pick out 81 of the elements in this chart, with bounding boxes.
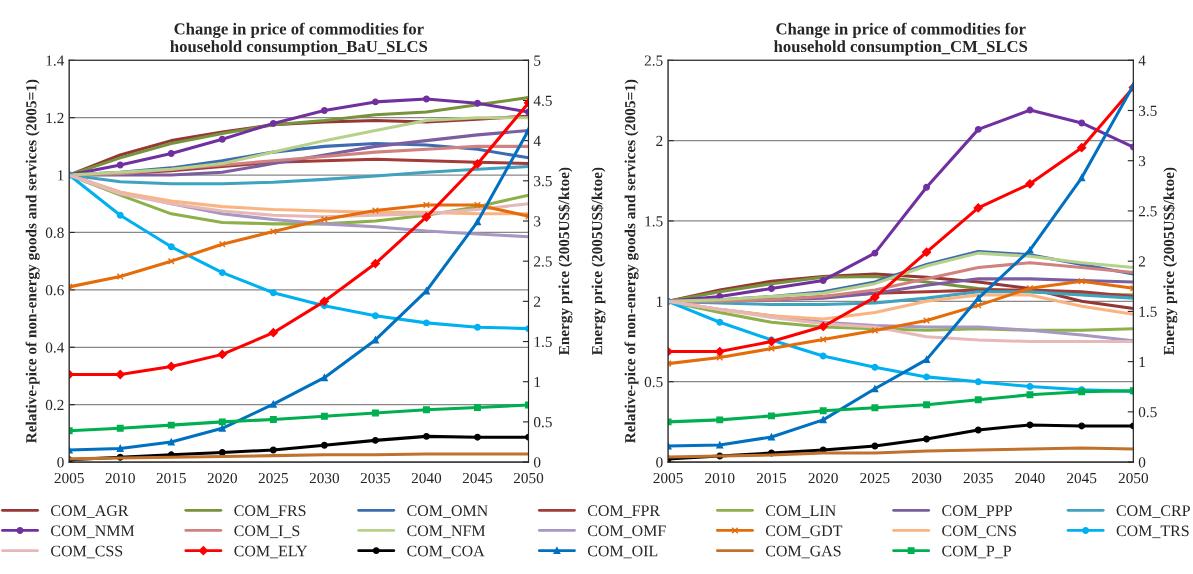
x-tick-label: 2015 (156, 472, 186, 484)
x-tick-label: 2030 (309, 472, 340, 484)
y2-tick-label: 2 (534, 296, 541, 307)
x-tick-label: 2035 (360, 472, 391, 484)
y-tick-label: 0.2 (45, 399, 64, 411)
x-tick-label: 2050 (513, 472, 544, 484)
y-tick-label: 1 (58, 170, 64, 181)
legend-label: COM_FRS (234, 505, 306, 518)
x-tick-label: 2025 (258, 472, 289, 484)
x-tick-label: 2045 (462, 472, 493, 484)
y2-tick-label: 3.5 (534, 175, 552, 187)
legend-label: COM_TRS (1116, 525, 1189, 539)
y2-tick-label: 3 (534, 216, 541, 227)
y2-tick-label: 2 (1138, 256, 1146, 267)
y-tick-label: 0.4 (45, 342, 65, 353)
x-tick-label: 2035 (963, 472, 993, 484)
y2-tick-label: 1.5 (1139, 306, 1157, 317)
y2-tick-label: 4.5 (533, 95, 552, 106)
legend-label: COM_OMF (587, 525, 666, 539)
legend-label: COM_I_S (234, 525, 300, 539)
y-tick-label: 0 (57, 457, 64, 468)
y-tick-label: 1.5 (645, 216, 663, 227)
legend-label: COM_ELY (234, 545, 308, 559)
legend-label: COM_CSS (51, 545, 123, 559)
legend-label: COM_NMM (51, 525, 135, 539)
x-tick-label: 2020 (808, 472, 838, 484)
x-tick-label: 2040 (411, 472, 442, 484)
y2-tick-label: 2.5 (1138, 206, 1157, 217)
y2-axis-title: Energy price (2005US$/ktoe) (1162, 167, 1178, 356)
legend-label: COM_AGR (51, 505, 129, 518)
x-tick-label: 2025 (860, 472, 890, 484)
y2-tick-label: 1 (1139, 356, 1145, 367)
legend-label: COM_OIL (587, 545, 658, 559)
y-tick-label: 1.2 (46, 112, 64, 124)
legend-label: COM_CNS (942, 525, 1016, 539)
x-tick-label: 2005 (54, 472, 84, 484)
legend-label: COM_NFM (407, 525, 486, 539)
y2-tick-label: 5 (534, 55, 541, 66)
y2-tick-label: 0.5 (1138, 406, 1157, 418)
legend-label: COM_P_P (942, 545, 1011, 559)
y-tick-label: 2 (656, 135, 663, 146)
y-tick-label: 0.8 (45, 227, 64, 238)
y2-tick-label: 4 (1138, 55, 1146, 66)
x-tick-label: 2010 (105, 472, 135, 484)
x-tick-label: 2045 (1067, 472, 1097, 484)
legend-label: COM_COA (407, 545, 485, 559)
y2-tick-label: 1.5 (534, 336, 552, 348)
y2-tick-label: 4 (533, 135, 541, 146)
y2-tick-label: 1 (534, 376, 541, 388)
y-tick-label: 0.6 (45, 285, 64, 296)
y-axis-title: Relative-pice of non-energy goods and services (2005=1) (25, 79, 40, 444)
y-tick-label: 2.5 (644, 55, 663, 66)
x-tick-label: 2030 (911, 472, 942, 484)
x-tick-label: 2020 (207, 472, 237, 484)
x-tick-label: 2050 (1118, 472, 1149, 484)
y-axis-title: Relative-pice of non-energy goods and services (2005=1) (624, 79, 639, 444)
y2-axis-title: Energy price (2005US$/ktoe) (558, 167, 573, 356)
legend-label: COM_OMN (407, 505, 488, 518)
x-tick-label: 2010 (705, 472, 735, 484)
y2-tick-label: 3 (1138, 155, 1146, 167)
legend-label: COM_GDT (765, 525, 843, 539)
legend-label: COM_FPR (587, 505, 661, 518)
x-tick-label: 2005 (653, 472, 683, 484)
y-tick-label: 0.5 (644, 376, 663, 388)
text: Energy price (2005US$/ktoe) (591, 167, 606, 356)
y-tick-label: 0 (656, 457, 663, 468)
x-tick-label: 2040 (1015, 472, 1045, 484)
y2-tick-label: 0 (1138, 457, 1146, 468)
x-tick-label: 2015 (756, 472, 787, 484)
legend-label: COM_CRP (1116, 505, 1190, 518)
y2-tick-label: 3.5 (1138, 105, 1157, 117)
legend-label: COM_LIN (765, 505, 836, 518)
y-tick-label: 1.4 (46, 55, 65, 66)
y-tick-label: 1 (656, 296, 663, 307)
legend-label: COM_GAS (765, 545, 841, 559)
chart-title: Change in price of commodities for household consumption_CM_SLCS (774, 22, 1028, 56)
legend-label: COM_PPP (942, 505, 1012, 518)
y2-tick-label: 2.5 (534, 256, 552, 267)
y2-tick-label: 0 (533, 457, 541, 468)
y2-tick-label: 0.5 (533, 417, 552, 428)
chart-title: Change in price of commodities for household consumption_BaU_SLCS (170, 22, 428, 56)
